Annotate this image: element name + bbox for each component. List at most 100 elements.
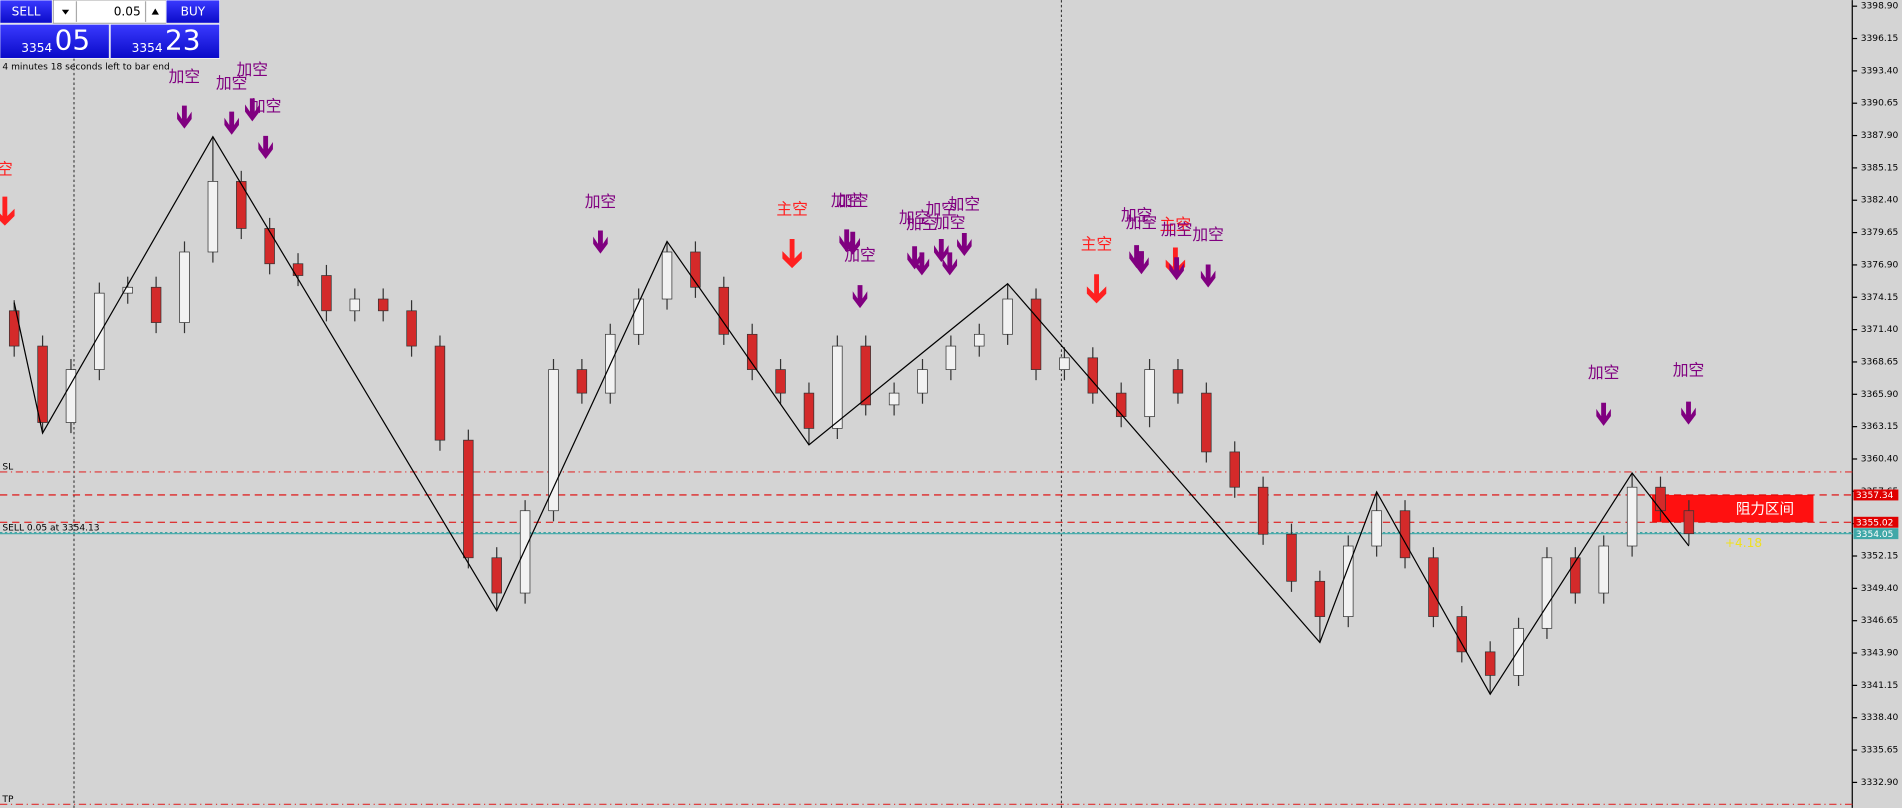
candle-body xyxy=(1201,392,1212,453)
candle-body xyxy=(945,345,957,370)
signal-label: 加空 xyxy=(1673,361,1705,380)
signal-label: 加空 xyxy=(169,67,201,86)
candle-body xyxy=(236,181,247,229)
candle-body xyxy=(746,333,758,370)
price-tag-label: 3357.34 xyxy=(1856,491,1894,501)
candle-body xyxy=(94,292,105,370)
y-tick-label: 3332.90 xyxy=(1861,778,1899,788)
candle-body xyxy=(775,369,786,394)
candle-body xyxy=(1513,627,1524,676)
signal-label: 加空 xyxy=(237,60,269,79)
signal-arrow xyxy=(914,252,930,276)
candle-body xyxy=(1059,357,1070,370)
candle-body xyxy=(1314,580,1326,617)
lot-down[interactable] xyxy=(61,9,70,15)
sell-price-box[interactable] xyxy=(0,24,110,59)
y-tick-label: 3368.65 xyxy=(1861,357,1899,367)
sell-label: SELL xyxy=(12,5,41,19)
resistance-zone xyxy=(1652,494,1814,523)
candle-body xyxy=(264,228,275,265)
candle-body xyxy=(1683,510,1695,535)
signal-label: 加空 xyxy=(1192,225,1224,244)
y-tick-label: 3335.65 xyxy=(1861,746,1899,756)
zigzag-line xyxy=(13,135,1690,696)
candle-body xyxy=(150,286,162,323)
signal-arrow xyxy=(1596,402,1611,426)
candle-body xyxy=(1655,486,1666,512)
candle-body xyxy=(349,298,361,312)
signal-label: 加空 xyxy=(844,246,875,265)
candle-body xyxy=(377,298,389,312)
y-tick-label: 3343.90 xyxy=(1861,649,1899,659)
y-tick-label: 3396.15 xyxy=(1861,34,1899,44)
candle-body xyxy=(122,286,133,294)
y-tick-label: 3390.65 xyxy=(1861,99,1899,109)
signal-label: 主空 xyxy=(1081,235,1113,254)
signal-label: 加空 xyxy=(949,195,981,214)
profit-label: +4.18 xyxy=(1725,536,1762,550)
candle-body xyxy=(1087,357,1099,394)
candle-body xyxy=(1626,486,1638,547)
y-tick-label: 3379.65 xyxy=(1861,228,1899,238)
buy-label: BUY xyxy=(181,5,206,19)
candle-body xyxy=(1286,533,1297,582)
y-tick-label: 3341.15 xyxy=(1861,681,1899,691)
lot-value[interactable]: 0.05 xyxy=(114,5,141,19)
signal-label: 加空 xyxy=(1126,213,1157,232)
price-tag xyxy=(1853,528,1899,540)
price-tag xyxy=(1853,516,1899,528)
buy-button[interactable] xyxy=(165,0,220,24)
buy-price-big: 3354 xyxy=(132,41,163,55)
buy-price-box[interactable] xyxy=(110,24,220,59)
lot-up[interactable] xyxy=(151,8,159,15)
y-tick-label: 3365.90 xyxy=(1861,390,1899,400)
candle-body xyxy=(690,251,701,288)
y-tick-label: 3393.40 xyxy=(1861,66,1899,76)
candle-body xyxy=(832,345,843,429)
candle-body xyxy=(519,510,531,594)
signal-label: 加空 xyxy=(906,214,938,233)
y-tick-label: 3374.15 xyxy=(1861,293,1899,303)
candle-body xyxy=(974,333,985,347)
signal-label: 加空 xyxy=(216,73,248,92)
signal-arrow xyxy=(934,239,949,263)
lot-box xyxy=(53,0,167,24)
signal-arrow xyxy=(907,246,922,270)
candle-body xyxy=(888,392,900,406)
candle-body xyxy=(292,263,304,276)
y-tick-label: 3360.40 xyxy=(1861,454,1899,464)
y-tick-label: 3346.65 xyxy=(1861,616,1899,626)
candle-body xyxy=(37,345,48,423)
candle-body xyxy=(1598,545,1609,594)
trade-panel: SELL 0.05 BUY 3354 05 3354 23 4 minutes … xyxy=(0,0,220,72)
price-tag-label: 3354.05 xyxy=(1856,530,1894,540)
y-tick-label: 3398.90 xyxy=(1861,2,1899,12)
candle-body xyxy=(633,298,644,335)
y-tick-label: 3382.40 xyxy=(1861,196,1899,206)
signal-arrow xyxy=(258,135,273,159)
level-label: SL xyxy=(2,463,14,473)
y-tick-label: 3387.90 xyxy=(1861,131,1899,141)
signal-label: 加空 xyxy=(1588,363,1620,382)
signal-label: 加空 xyxy=(899,208,931,227)
candle-body xyxy=(1257,486,1269,535)
signal-label: 加空 xyxy=(1161,220,1193,239)
sell-price-small: 05 xyxy=(55,23,90,56)
sell-button[interactable] xyxy=(0,0,53,24)
signal-label: 加空 xyxy=(585,192,617,211)
candle-body xyxy=(406,310,417,347)
candle-body xyxy=(1570,557,1581,594)
signal-label: 加空 xyxy=(831,191,863,210)
candle-body xyxy=(1456,616,1468,653)
signal-arrow xyxy=(782,239,802,269)
price-tag xyxy=(1853,489,1899,501)
signal-arrow xyxy=(1086,274,1107,304)
candle-body xyxy=(1541,557,1553,629)
signal-label: 加空 xyxy=(1121,205,1153,224)
signal-label: 加空 xyxy=(934,213,965,232)
candle-body xyxy=(491,557,502,594)
y-tick-label: 3352.15 xyxy=(1861,552,1899,562)
